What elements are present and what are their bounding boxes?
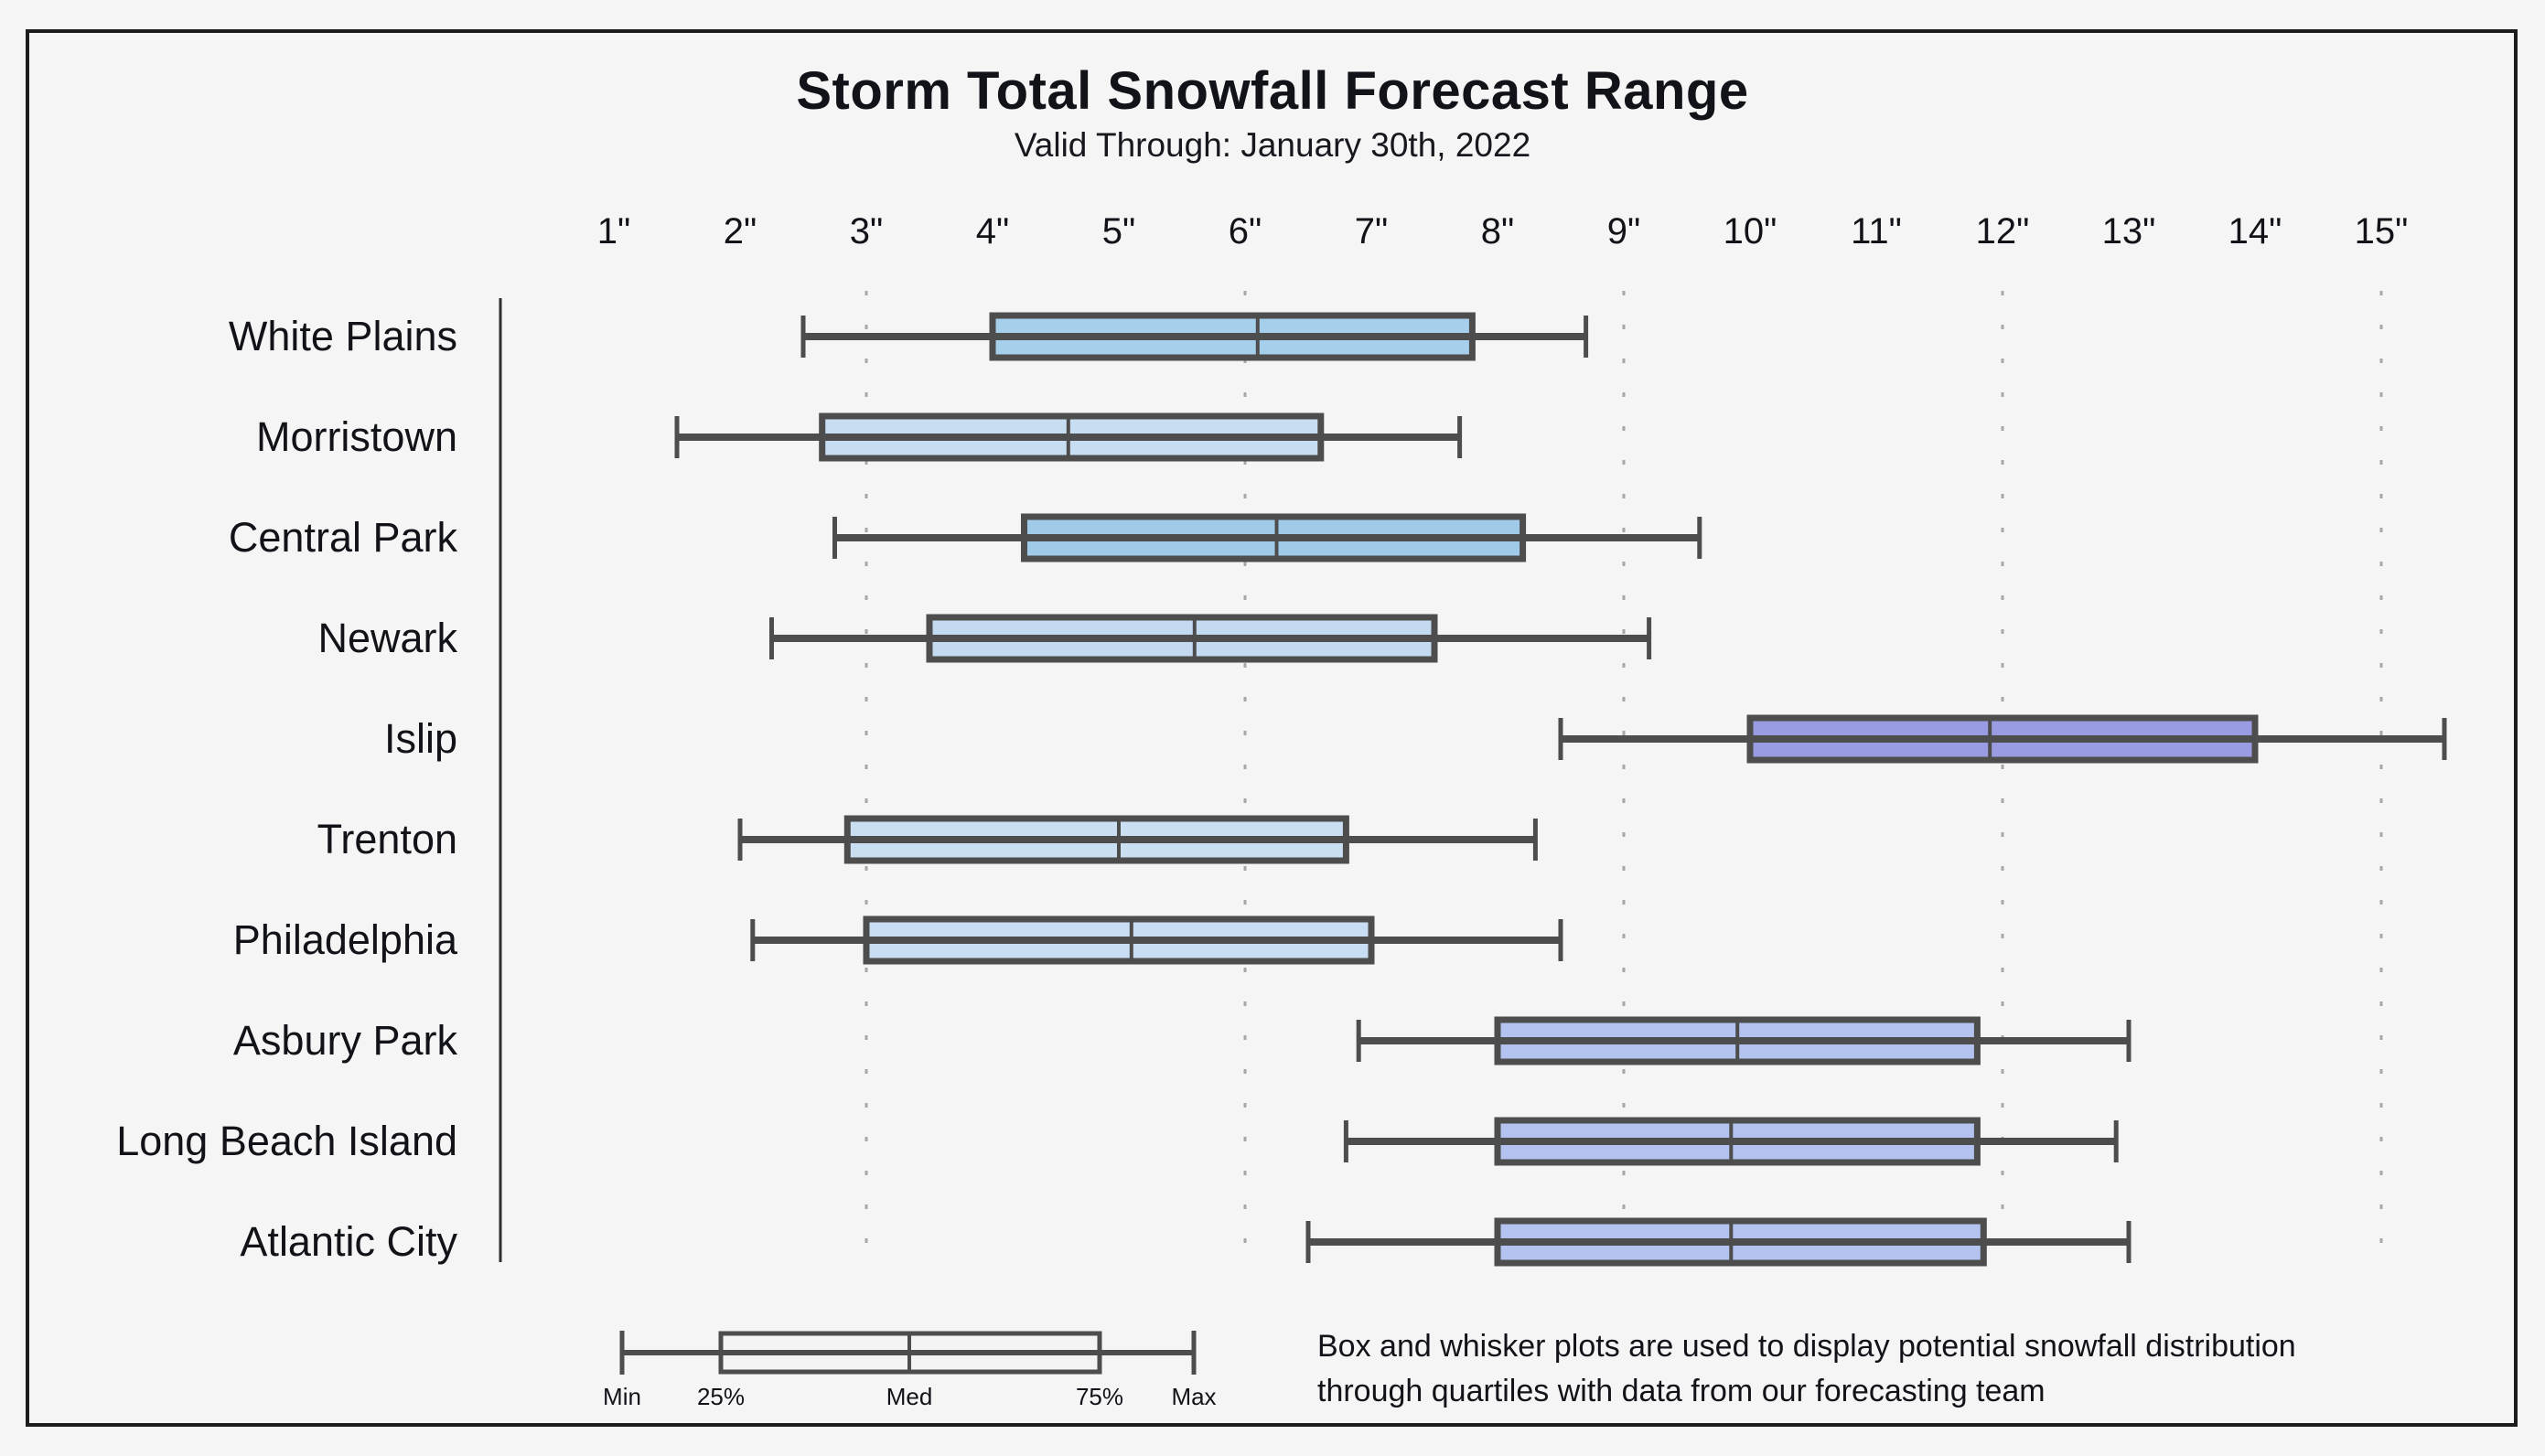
x-tick-label-5in: 5" <box>1102 211 1135 252</box>
row-label-newark: Newark <box>317 615 457 661</box>
x-tick-label-14in: 14" <box>2228 211 2282 252</box>
x-tick-label-4in: 4" <box>976 211 1009 252</box>
chart-frame-border <box>26 29 2518 1427</box>
row-label-philadelphia: Philadelphia <box>233 916 458 963</box>
x-tick-label-8in: 8" <box>1481 211 1514 252</box>
legend-label-25pct: 25% <box>696 1383 746 1410</box>
row-label-central-park: Central Park <box>229 514 458 561</box>
row-label-white-plains: White Plains <box>229 313 457 359</box>
x-tick-label-1in: 1" <box>597 211 630 252</box>
legend-label-min: Min <box>603 1383 641 1410</box>
x-tick-label-9in: 9" <box>1607 211 1640 252</box>
row-label-long-beach-island: Long Beach Island <box>116 1118 457 1164</box>
footer-note-line2: through quartiles with data from our for… <box>1317 1373 2046 1408</box>
x-tick-label-7in: 7" <box>1355 211 1388 252</box>
footer-note-line1: Box and whisker plots are used to displa… <box>1317 1329 2296 1364</box>
footer-note: Box and whisker plots are used to displa… <box>1317 1324 2415 1414</box>
page-title: Storm Total Snowfall Forecast Range <box>796 61 1749 121</box>
x-tick-label-2in: 2" <box>724 211 757 252</box>
x-tick-label-13in: 13" <box>2102 211 2156 252</box>
page-subtitle: Valid Through: January 30th, 2022 <box>1014 126 1531 164</box>
x-tick-label-6in: 6" <box>1229 211 1262 252</box>
legend-label-med: Med <box>886 1383 933 1410</box>
x-tick-label-15in: 15" <box>2355 211 2409 252</box>
x-tick-label-11in: 11" <box>1851 211 1902 252</box>
row-label-trenton: Trenton <box>317 816 457 862</box>
x-tick-label-12in: 12" <box>1976 211 2030 252</box>
row-label-islip: Islip <box>384 715 457 762</box>
row-label-morristown: Morristown <box>256 413 457 460</box>
x-tick-label-3in: 3" <box>850 211 883 252</box>
row-label-atlantic-city: Atlantic City <box>240 1218 457 1265</box>
x-tick-label-10in: 10" <box>1724 211 1777 252</box>
legend-label-max: Max <box>1171 1383 1217 1410</box>
legend-label-75pct: 75% <box>1075 1383 1124 1410</box>
row-label-asbury-park: Asbury Park <box>233 1017 458 1064</box>
